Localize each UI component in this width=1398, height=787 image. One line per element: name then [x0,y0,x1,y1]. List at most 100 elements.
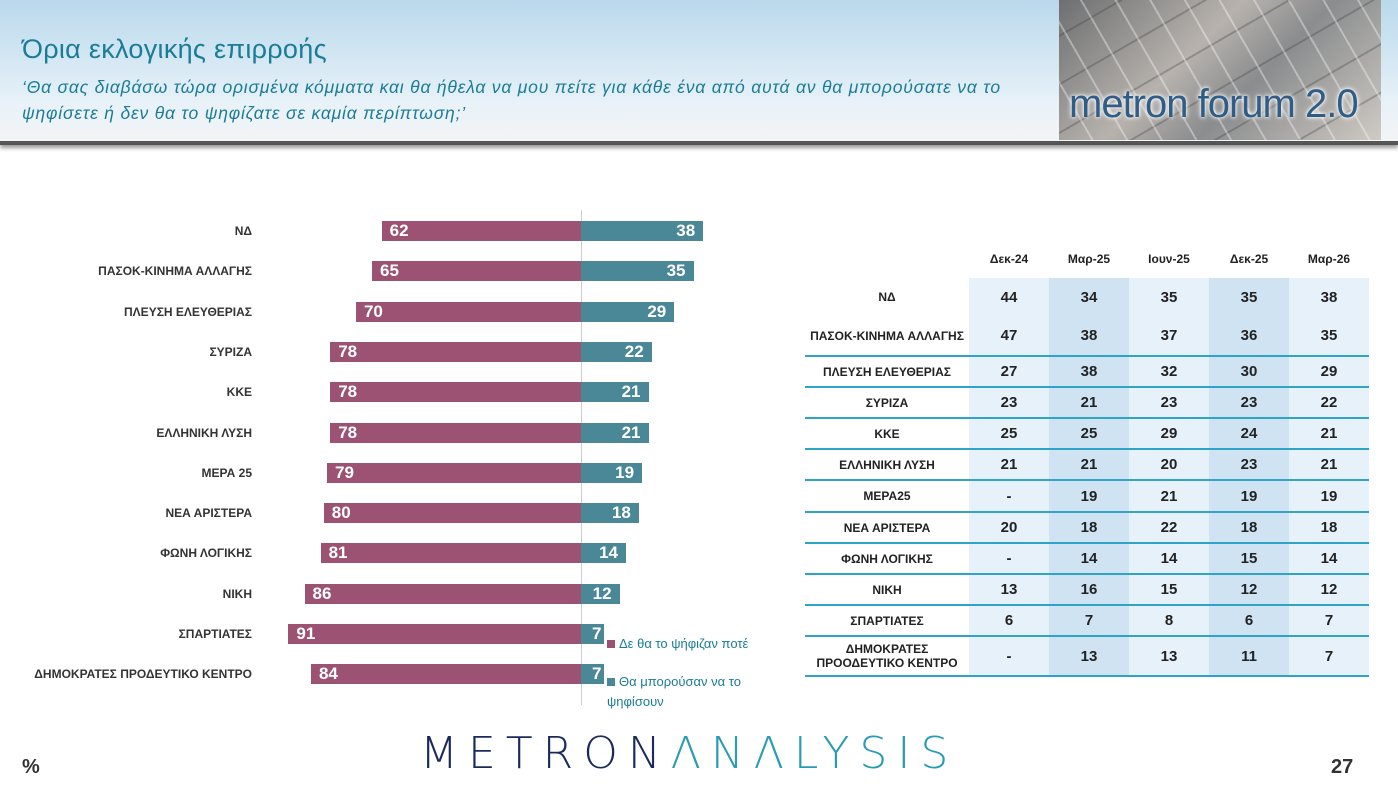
table-cell: 15 [1129,574,1209,606]
header: Όρια εκλογικής επιρροής ‘Θα σας διαβάσω … [0,0,1398,145]
table-cell: 12 [1209,574,1289,606]
table-cell: 7 [1289,636,1369,677]
table-cell: 34 [1049,278,1129,316]
chart-axis [581,210,582,705]
table-cell: 30 [1209,356,1289,388]
row-label: ΣΥΡΙΖΑ [805,387,969,419]
table-cell: 38 [1049,316,1129,357]
table-cell: 13 [969,574,1049,606]
row-label: ΚΚΕ [805,418,969,450]
table-cell: 36 [1209,316,1289,357]
table-row: ΕΛΛΗΝΙΚΗ ΛΥΣΗ 21 21 20 23 21 [805,449,1369,481]
banner-text: metron forum 2.0 [1069,82,1359,126]
table-cell: 19 [1049,480,1129,513]
bar-never-vote: 70 [355,301,581,322]
table-row: ΔΗΜΟΚΡΑΤΕΣ ΠΡΟΟΔΕΥΤΙΚΟ ΚΕΝΤΡΟ -13 13 11 7 [805,636,1369,677]
table-cell: 23 [969,387,1049,419]
bar-could-vote: 14 [581,543,626,564]
table-cell: 18 [1289,512,1369,544]
trend-table: Δεκ-24 Μαρ-25 Ιουν-25 Δεκ-25 Μαρ-26 ΝΔ 44 34 35 3… [805,240,1369,677]
table-cell: 35 [1129,278,1209,316]
table-cell: 6 [969,605,1049,637]
bar-could-vote: 29 [581,301,675,322]
legend-label: Θα μπορούσαν να το ψηφίσουν [607,674,741,709]
category-label: ΦΩΝΗ ΛΟΓΙΚΗΣ [160,546,252,561]
column-header: Δεκ-25 [1229,252,1269,266]
category-label: ΔΗΜΟΚΡΑΤΕΣ ΠΡΟΔΕΥΤΙΚΟ ΚΕΝΤΡΟ [34,667,252,682]
row-label: ΠΑΣΟΚ-ΚΙΝΗΜΑ ΑΛΛΑΓΗΣ [805,316,969,357]
table-cell: 21 [1289,449,1369,481]
category-label: ΣΠΑΡΤΙΑΤΕΣ [178,627,252,641]
table-cell: 23 [1209,387,1289,419]
table-cell: 32 [1129,356,1209,388]
row-label: ΦΩΝΗ ΛΟΓΙΚΗΣ [805,543,969,575]
row-label: ΝΙΚΗ [805,574,969,606]
table-cell: 23 [1129,387,1209,419]
category-label: ΠΛΕΥΣΗ ΕΛΕΥΘΕΡΙΑΣ [124,304,252,319]
table-cell: 22 [1129,512,1209,544]
table-cell: - [969,543,1049,575]
bar-could-vote: 18 [581,503,639,524]
table-cell: 12 [1289,574,1369,606]
table-cell: 15 [1209,543,1289,575]
table-cell: 21 [1049,449,1129,481]
table-cell: 38 [1289,278,1369,316]
row-label: ΜΕΡΑ25 [805,480,969,513]
table-row: ΜΕΡΑ25-19 21 19 19 [805,480,1369,513]
logo-part-2: ΛNΛLYSIS [670,728,959,779]
bar-could-vote: 7 [581,624,604,644]
legend-swatch [607,678,615,686]
metron-forum-banner: metron forum 2.0 [1059,0,1381,140]
logo-part-1: METRON [420,728,671,779]
bar-could-vote: 21 [581,422,649,443]
table-cell: 11 [1209,636,1289,677]
table-cell: 19 [1289,480,1369,513]
table-cell: 22 [1289,387,1369,419]
row-label: ΠΛΕΥΣΗ ΕΛΕΥΘΕΡΙΑΣ [805,356,969,388]
table-cell: 37 [1129,316,1209,357]
table-cell: 27 [969,356,1049,388]
table-cell: 24 [1209,418,1289,450]
category-label: ΣΥΡΙΖΑ [209,344,252,359]
table-cell: 35 [1289,316,1369,357]
table-cell: - [969,636,1049,677]
category-label: ΝΕΑ ΑΡΙΣΤΕΡΑ [165,506,252,521]
legend-swatch [607,640,615,648]
table-row: ΠΑΣΟΚ-ΚΙΝΗΜΑ ΑΛΛΑΓΗΣ 47 38 37 36 35 [805,316,1369,357]
table-cell: 21 [1289,418,1369,450]
table-cell: 21 [1129,480,1209,513]
bar-never-vote: 78 [330,341,581,362]
table-row: ΝΙΚΗ 13 16 15 12 12 [805,574,1369,606]
table-cell: 18 [1209,512,1289,544]
page-subtitle: ‘Θα σας διαβάσω τώρα ορισμένα κόμματα κα… [22,77,1001,123]
legend-item: Δε θα το ψήφιζαν ποτέ [607,634,767,654]
table-cell: 6 [1209,605,1289,637]
page-number: 27 [1331,756,1354,778]
legend-label: Δε θα το ψήφιζαν ποτέ [619,636,749,651]
row-label: ΔΗΜΟΚΡΑΤΕΣ ΠΡΟΟΔΕΥΤΙΚΟ ΚΕΝΤΡΟ [805,636,969,677]
row-label: ΣΠΑΡΤΙΑΤΕΣ [805,605,969,637]
table-cell: 7 [1289,605,1369,637]
category-label: ΠΑΣΟΚ-ΚΙΝΗΜΑ ΑΛΛΑΓΗΣ [98,264,252,279]
table-cell: 38 [1049,356,1129,388]
bar-could-vote: 7 [581,664,604,685]
table-cell: 44 [969,278,1049,316]
table-cell: 21 [969,449,1049,481]
bar-never-vote: 79 [327,462,581,483]
bar-never-vote: 62 [381,221,581,241]
table-cell: 29 [1289,356,1369,388]
row-label: ΝΕΑ ΑΡΙΣΤΕΡΑ [805,512,969,544]
table-cell: - [969,480,1049,513]
table-cell: 13 [1049,636,1129,677]
table-cell: 25 [1049,418,1129,450]
bar-never-vote: 86 [304,583,581,604]
category-label: ΕΛΛΗΝΙΚΗ ΛΥΣΗ [156,425,252,440]
table-cell: 20 [1129,449,1209,481]
table-row: ΣΠΑΡΤΙΑΤΕΣ 6 7 8 6 7 [805,605,1369,637]
table-cell: 16 [1049,574,1129,606]
bar-never-vote: 84 [310,664,581,685]
table-row: ΝΕΑ ΑΡΙΣΤΕΡΑ 20 18 22 18 18 [805,512,1369,544]
table-cell: 35 [1209,278,1289,316]
table-cell: 19 [1209,480,1289,513]
unit-label: % [22,756,40,778]
